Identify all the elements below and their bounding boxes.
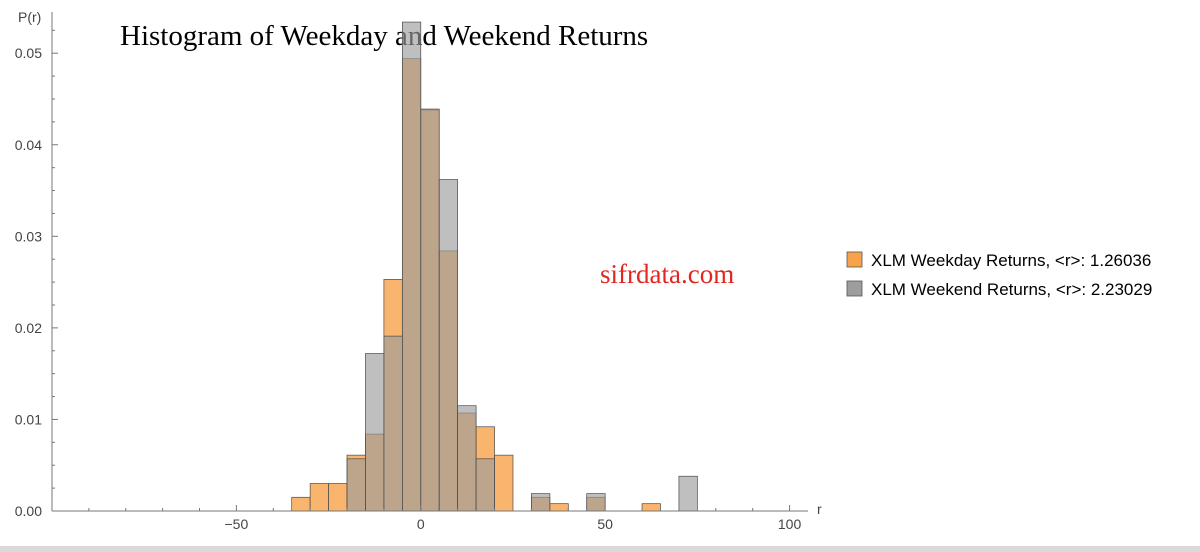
- legend-swatch-weekday: [846, 251, 863, 268]
- legend-label-weekend: XLM Weekend Returns, <r>: 2.23029: [871, 280, 1152, 299]
- y-tick-label: 0.03: [15, 228, 42, 244]
- weekend-bar-4: [420, 108, 440, 512]
- axes: −50 0 50 100 0.00 0.01 0.02 0.03 0.04 0.05: [15, 12, 808, 532]
- weekend-bar-6: [457, 405, 477, 512]
- x-tick-label: −50: [225, 516, 249, 532]
- y-tick-label: 0.04: [15, 137, 42, 153]
- weekend-bar-5: [438, 179, 459, 512]
- legend-label-weekday: XLM Weekday Returns, <r>: 1.26036: [871, 251, 1151, 270]
- weekday-bar-2: [328, 483, 348, 512]
- bottom-divider: [0, 546, 1200, 552]
- weekday-bar-15: [641, 503, 661, 512]
- y-axis-label: P(r): [18, 9, 41, 25]
- legend-swatch-weekend: [846, 280, 863, 297]
- x-tick-label: 100: [778, 516, 802, 532]
- weekday-bar-11: [494, 454, 514, 512]
- weekend-bar-8: [531, 493, 551, 512]
- weekday-bar-1: [309, 483, 329, 512]
- weekend-bar-7: [475, 458, 495, 512]
- weekday-bar-0: [291, 496, 311, 512]
- x-tick-label: 0: [417, 516, 425, 532]
- y-tick-label: 0.01: [15, 411, 42, 427]
- legend: XLM Weekday Returns, <r>: 1.26036 XLM We…: [846, 251, 1152, 299]
- watermark-text: sifrdata.com: [600, 259, 734, 289]
- x-axis-label: r: [817, 501, 822, 517]
- weekday-bar-13: [549, 503, 569, 512]
- weekend-bar-9: [586, 493, 606, 512]
- weekend-bar-10: [678, 475, 698, 512]
- weekend-bar-0: [346, 458, 366, 512]
- y-tick-label: 0.05: [15, 45, 42, 61]
- chart-title: Histogram of Weekday and Weekend Returns: [120, 20, 648, 52]
- x-tick-label: 50: [597, 516, 613, 532]
- y-tick-label: 0.02: [15, 320, 42, 336]
- weekend-bar-1: [365, 353, 385, 512]
- weekend-bar-3: [401, 21, 422, 512]
- y-tick-label: 0.00: [15, 503, 42, 519]
- weekend-bar-2: [383, 335, 403, 512]
